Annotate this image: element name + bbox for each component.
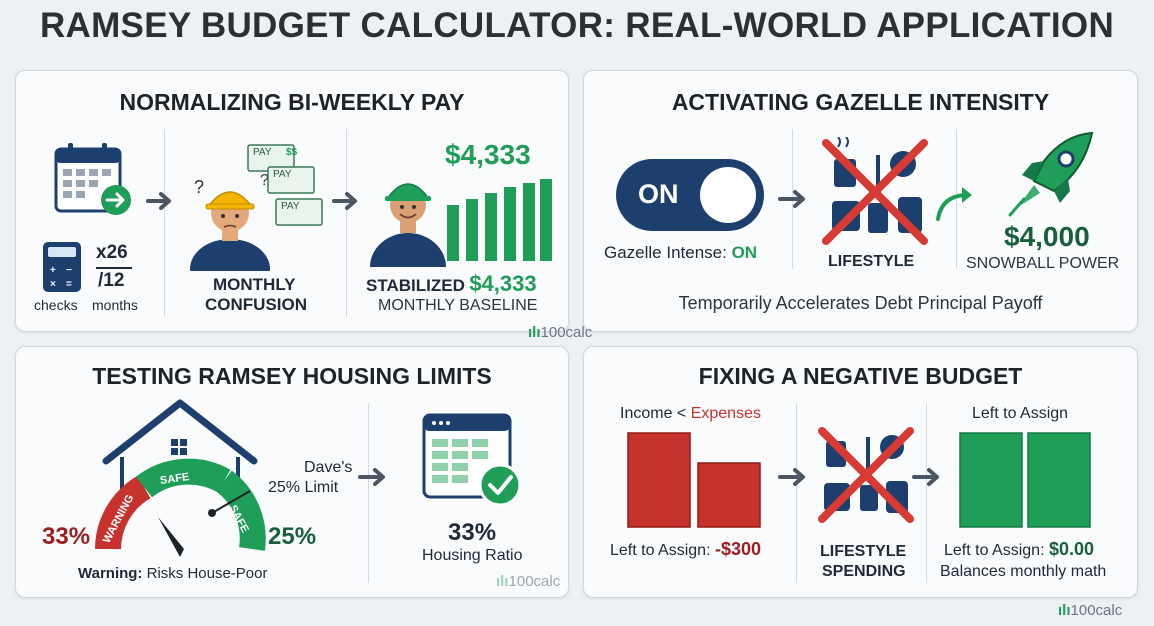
house-poor-warning: Warning: Risks House-Poor <box>78 565 267 582</box>
svg-text:?: ? <box>194 177 204 197</box>
arrow-right-icon <box>358 468 385 486</box>
monthly-baseline-label: MONTHLY BASELINE <box>378 297 538 314</box>
stabilized-text: STABILIZED <box>366 276 465 295</box>
panel-gazelle-intensity: ACTIVATING GAZELLE INTENSITY ON Gazelle … <box>583 70 1138 332</box>
gazelle-toggle[interactable]: ON <box>616 159 764 231</box>
watermark-text: 100calc <box>508 573 561 590</box>
calculator-icon: + −× = <box>43 242 81 292</box>
lifestyle-crossed-icon <box>822 137 928 245</box>
housing-ratio-label: Housing Ratio <box>422 547 523 564</box>
stabilized-amount: $4,333 <box>469 271 537 296</box>
left-to-assign-header: Left to Assign <box>972 405 1069 422</box>
watermark-logo: ılı100calc <box>1058 602 1123 619</box>
pay-stub-1: PAY <box>253 147 272 158</box>
red-bars-icon <box>627 432 761 528</box>
gazelle-intense-label: Gazelle Intense: <box>604 243 732 262</box>
lifestyle-spending-line1: LIFESTYLE <box>820 543 907 560</box>
svg-text:?: ? <box>260 172 269 189</box>
left-to-assign-label: Left to Assign: <box>944 542 1049 559</box>
svg-text:−: − <box>66 265 72 276</box>
arrow-right-icon <box>912 468 939 486</box>
expenses-label: Expenses <box>690 405 761 422</box>
times-26-label: x26 <box>96 242 128 263</box>
panel-title: TESTING RAMSEY HOUSING LIMITS <box>92 363 492 389</box>
lifestyle-label: LIFESTYLE <box>828 253 915 270</box>
toggle-knob <box>700 167 756 223</box>
months-label: months <box>92 297 138 313</box>
left-to-assign-negative: Left to Assign: -$300 <box>610 539 761 560</box>
arrow-right-icon <box>778 190 805 208</box>
housing-pct-right: 25% <box>268 523 317 550</box>
checks-label: checks <box>34 297 78 313</box>
page-title: RAMSEY BUDGET CALCULATOR: REAL-WORLD APP… <box>39 6 1115 45</box>
happy-worker-icon <box>370 183 446 267</box>
watermark-text: 100calc <box>540 324 593 341</box>
daves-limit-line1: Dave's <box>304 459 353 476</box>
stabilized-label: STABILIZED $4,333 <box>366 271 537 297</box>
pay-stub-dollar: $$ <box>286 147 298 158</box>
curved-arrow-icon <box>936 187 972 221</box>
warning-text: Risks House-Poor <box>142 565 268 582</box>
housing-pct-left: 33% <box>42 523 91 550</box>
snowball-power-label: SNOWBALL POWER <box>966 255 1120 272</box>
watermark-logo: ılı100calc <box>528 324 593 341</box>
gazelle-caption: Temporarily Accelerates Debt Principal P… <box>678 293 1043 313</box>
confusion-label: CONFUSION <box>205 295 307 314</box>
zero-amount: $0.00 <box>1048 539 1094 559</box>
green-bars-icon <box>959 432 1091 528</box>
panel-negative-budget: FIXING A NEGATIVE BUDGET Income < Expens… <box>583 346 1138 598</box>
panel-housing-limits: TESTING RAMSEY HOUSING LIMITS WARNING SA… <box>15 346 569 598</box>
divide-12-label: /12 <box>98 270 125 291</box>
gazelle-intense-status: Gazelle Intense: ON <box>604 243 757 263</box>
watermark-logo: ılı100calc <box>496 573 561 590</box>
calendar-icon <box>54 143 131 215</box>
income-label: Income < <box>620 405 691 422</box>
lifestyle-spending-line2: SPENDING <box>822 563 906 580</box>
svg-text:+: + <box>50 265 56 276</box>
panel-title: NORMALIZING BI-WEEKLY PAY <box>119 89 465 115</box>
negative-amount: -$300 <box>714 539 761 559</box>
panel-title: FIXING A NEGATIVE BUDGET <box>698 363 1023 389</box>
monthly-label: MONTHLY <box>213 275 296 294</box>
lifestyle-spending-crossed-icon <box>818 427 914 523</box>
pay-stub-2: PAY <box>273 169 292 180</box>
gazelle-intense-value: ON <box>731 243 758 262</box>
arrow-right-icon <box>146 192 171 210</box>
left-to-assign-label: Left to Assign: <box>610 542 715 559</box>
toggle-on-label: ON <box>638 179 679 209</box>
daves-limit-line2: 25% Limit <box>268 479 339 496</box>
svg-text:×: × <box>50 279 56 290</box>
arrow-right-icon <box>778 468 805 486</box>
rocket-icon <box>1008 131 1094 217</box>
confused-worker-icon: ? ? <box>190 144 323 271</box>
income-less-than-expenses: Income < Expenses <box>620 405 761 423</box>
pay-stub-3: PAY <box>281 201 300 212</box>
snowball-amount: $4,000 <box>1004 221 1090 252</box>
watermark-text: 100calc <box>1070 602 1123 619</box>
house-gauge-icon <box>95 399 266 557</box>
panel-normalizing-pay: NORMALIZING BI-WEEKLY PAY + − × = x26 /12 c… <box>15 70 569 332</box>
housing-ratio-value: 33% <box>448 519 497 546</box>
balances-label: Balances monthly math <box>940 563 1107 580</box>
svg-text:=: = <box>66 279 72 290</box>
panel-title: ACTIVATING GAZELLE INTENSITY <box>671 89 1050 115</box>
spreadsheet-check-icon <box>422 413 522 507</box>
bar-chart-icon <box>447 179 552 261</box>
arrow-right-icon <box>332 192 357 210</box>
warning-bold: Warning: <box>78 565 143 582</box>
left-to-assign-zero: Left to Assign: $0.00 <box>944 539 1094 560</box>
monthly-amount: $4,333 <box>445 139 531 170</box>
